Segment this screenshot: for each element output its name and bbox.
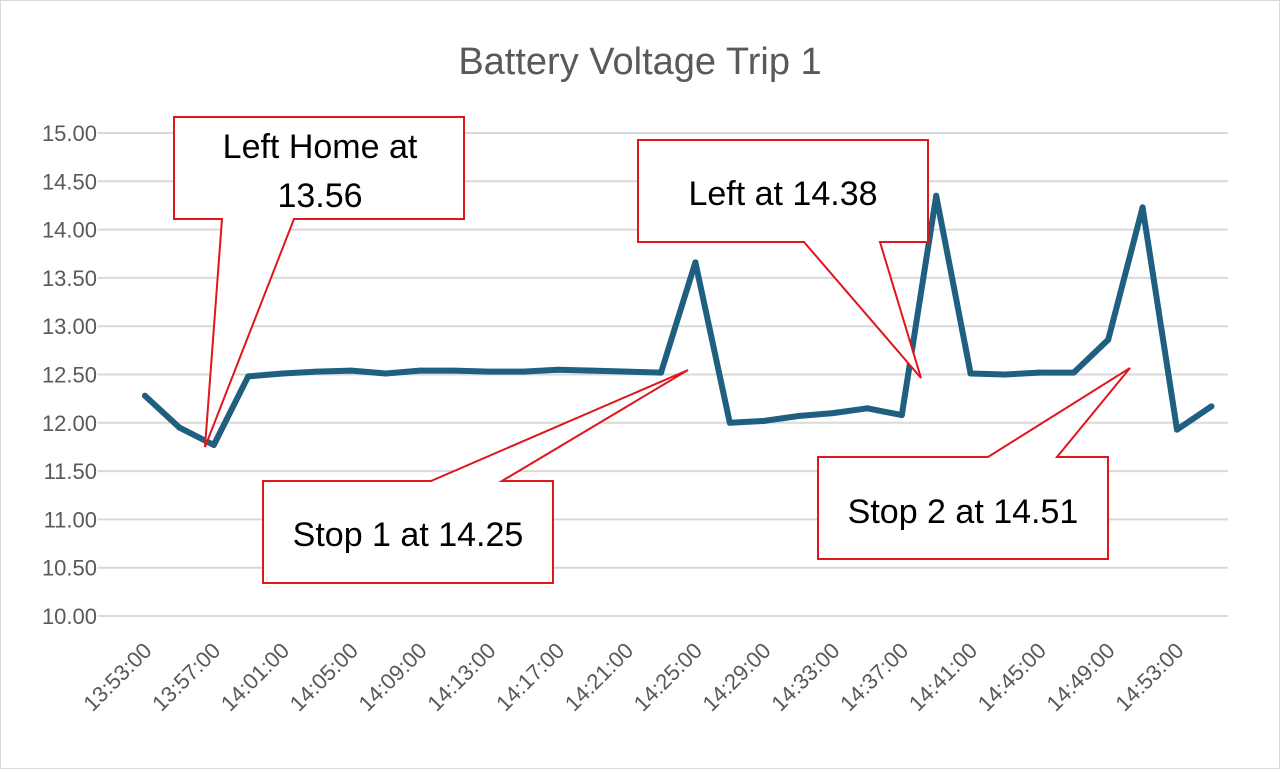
data-point	[245, 373, 252, 380]
chart-title: Battery Voltage Trip 1	[458, 41, 821, 83]
data-point	[1105, 336, 1112, 343]
data-point	[176, 424, 183, 431]
y-tick-label: 11.00	[44, 507, 97, 532]
callout-1: Left Home at 13.56	[173, 116, 465, 448]
data-point	[417, 367, 424, 374]
x-tick-label: 14:29:00	[698, 638, 776, 716]
callout-text: Left Home at	[223, 128, 418, 166]
x-tick-label: 14:21:00	[560, 638, 638, 716]
callout-text: Left at 14.38	[688, 175, 877, 213]
x-tick-label: 14:41:00	[904, 638, 982, 716]
data-point	[382, 370, 389, 377]
y-tick-label: 13.50	[42, 266, 97, 291]
data-point	[726, 419, 733, 426]
x-tick-label: 14:53:00	[1110, 638, 1188, 716]
callout-2: Stop 1 at 14.25	[262, 369, 689, 584]
y-tick-label: 14.50	[42, 169, 97, 194]
x-tick-label: 14:45:00	[973, 638, 1051, 716]
data-point	[967, 370, 974, 377]
x-tick-label: 14:37:00	[835, 638, 913, 716]
x-tick-label: 14:05:00	[285, 638, 363, 716]
data-point	[864, 405, 871, 412]
callout-box	[173, 116, 465, 448]
x-tick-label: 13:57:00	[147, 638, 225, 716]
data-point	[623, 368, 630, 375]
data-point	[761, 417, 768, 424]
data-point	[451, 367, 458, 374]
x-tick-label: 14:49:00	[1042, 638, 1120, 716]
data-point	[1174, 426, 1180, 433]
y-tick-label: 14.00	[42, 218, 97, 243]
x-tick-label: 14:33:00	[766, 638, 844, 716]
y-tick-label: 10.50	[42, 556, 97, 581]
data-point	[692, 259, 699, 266]
data-point	[658, 369, 664, 376]
series-layer	[142, 192, 1215, 448]
data-point	[589, 367, 596, 374]
data-point	[1002, 371, 1008, 378]
y-tick-label: 15.00	[42, 121, 97, 146]
callout-text: 13.56	[277, 177, 362, 215]
data-point	[795, 413, 802, 419]
data-point	[898, 412, 905, 419]
x-tick-label: 14:09:00	[354, 638, 432, 716]
callout-box	[262, 369, 689, 584]
x-tick-label: 14:17:00	[491, 638, 569, 716]
data-point	[348, 367, 355, 374]
series-line-0	[142, 192, 1215, 448]
data-point	[142, 392, 148, 399]
callout-box	[637, 139, 929, 379]
data-point	[830, 410, 836, 417]
callouts: Left Home at 13.56 Stop 1 at 14.25 Left at …	[173, 116, 1131, 584]
x-tick-label: 14:13:00	[422, 638, 500, 716]
data-point	[486, 368, 492, 375]
callout-4: Stop 2 at 14.51	[817, 367, 1131, 560]
x-tick-label: 14:25:00	[629, 638, 707, 716]
data-point	[554, 366, 561, 373]
x-tick-label: 14:01:00	[216, 638, 294, 716]
x-tick-label: 13:53:00	[78, 638, 156, 716]
data-point	[279, 370, 286, 377]
data-point	[1208, 403, 1215, 410]
y-tick-label: 13.00	[42, 314, 97, 339]
data-point	[1036, 369, 1043, 376]
data-point	[1139, 204, 1146, 211]
data-point	[933, 192, 940, 199]
callout-box	[817, 367, 1131, 560]
x-axis-ticks: 13:53:0013:57:0014:01:0014:05:0014:09:00…	[78, 638, 1188, 716]
callout-3: Left at 14.38	[637, 139, 929, 379]
data-point	[210, 442, 217, 448]
y-tick-label: 10.00	[42, 604, 97, 629]
y-tick-label: 12.50	[42, 363, 97, 388]
callout-text: Stop 1 at 14.25	[293, 516, 524, 554]
data-point	[520, 368, 527, 375]
callout-text: Stop 2 at 14.51	[848, 493, 1079, 531]
y-tick-label: 12.00	[42, 411, 97, 436]
y-tick-label: 11.50	[44, 459, 97, 484]
data-point	[314, 368, 320, 375]
y-axis-ticks: 10.00 10.50 11.00 11.50 12.00 12.50 13.00 13.50…	[42, 121, 97, 629]
data-point	[1070, 369, 1077, 376]
